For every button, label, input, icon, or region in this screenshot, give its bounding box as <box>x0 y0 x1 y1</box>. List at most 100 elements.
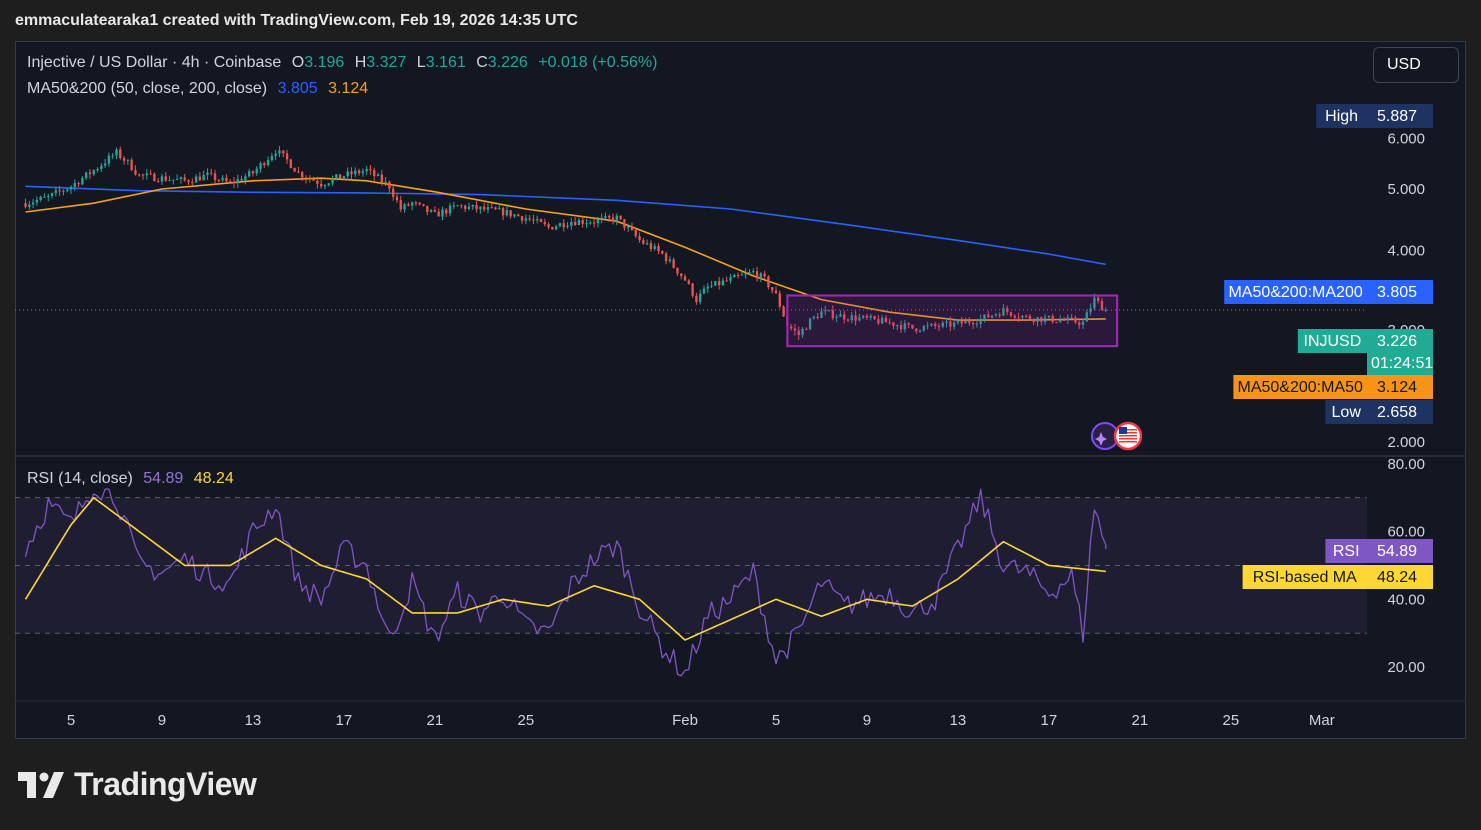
candle[interactable] <box>733 273 736 278</box>
candle[interactable] <box>869 313 872 321</box>
candle[interactable] <box>1009 311 1013 318</box>
candle[interactable] <box>1070 314 1073 319</box>
candle[interactable] <box>850 312 853 324</box>
symbol-title[interactable]: Injective / US Dollar · 4h · Coinbase <box>27 54 282 71</box>
candle[interactable] <box>672 257 675 269</box>
candle[interactable] <box>877 315 880 326</box>
candle[interactable] <box>96 167 99 173</box>
candle[interactable] <box>729 273 732 284</box>
candle[interactable] <box>767 275 770 290</box>
candle[interactable] <box>968 316 971 326</box>
candle[interactable] <box>915 328 918 334</box>
candle[interactable] <box>81 176 84 186</box>
candle[interactable] <box>217 178 220 183</box>
candle[interactable] <box>653 243 656 251</box>
candle[interactable] <box>316 176 319 189</box>
ma200-line[interactable] <box>25 185 1106 266</box>
candle[interactable] <box>873 315 876 321</box>
candle[interactable] <box>721 277 725 287</box>
candle[interactable] <box>304 175 308 184</box>
candle[interactable] <box>547 222 550 230</box>
candle[interactable] <box>157 178 160 183</box>
candle[interactable] <box>808 317 812 331</box>
candle[interactable] <box>84 172 88 180</box>
candle[interactable] <box>392 184 395 201</box>
candle[interactable] <box>839 310 842 317</box>
candle[interactable] <box>426 205 429 216</box>
candle[interactable] <box>187 179 190 185</box>
candle[interactable] <box>740 271 744 276</box>
candle[interactable] <box>111 153 114 160</box>
candle[interactable] <box>539 218 543 223</box>
candle[interactable] <box>752 268 755 275</box>
candle[interactable] <box>1021 315 1024 320</box>
candle[interactable] <box>581 216 584 228</box>
candle[interactable] <box>194 174 198 183</box>
candle[interactable] <box>160 173 164 186</box>
candle[interactable] <box>604 212 607 220</box>
candle[interactable] <box>441 206 444 221</box>
candle[interactable] <box>312 176 315 182</box>
candle[interactable] <box>69 185 73 195</box>
candle[interactable] <box>395 193 399 203</box>
candle[interactable] <box>282 150 285 158</box>
candle[interactable] <box>418 202 421 206</box>
candle[interactable] <box>259 161 262 173</box>
candle[interactable] <box>983 314 986 323</box>
candle[interactable] <box>73 179 76 192</box>
candle[interactable] <box>164 171 167 182</box>
candle[interactable] <box>778 290 781 309</box>
candle[interactable] <box>634 227 637 239</box>
candle[interactable] <box>172 179 175 185</box>
candle[interactable] <box>683 273 687 281</box>
candle[interactable] <box>926 321 929 330</box>
candle[interactable] <box>266 156 270 167</box>
candle[interactable] <box>717 276 721 290</box>
candle[interactable] <box>1097 295 1100 304</box>
candle[interactable] <box>232 176 236 189</box>
candle[interactable] <box>77 181 80 188</box>
candle[interactable] <box>384 176 387 186</box>
candle[interactable] <box>994 312 998 318</box>
candle[interactable] <box>327 183 330 187</box>
candle[interactable] <box>661 250 664 255</box>
candle[interactable] <box>884 315 888 323</box>
candle[interactable] <box>335 174 338 181</box>
candle[interactable] <box>1040 316 1043 326</box>
candle[interactable] <box>437 208 440 217</box>
candle[interactable] <box>649 240 653 252</box>
candle[interactable] <box>365 165 368 175</box>
candle[interactable] <box>175 174 179 180</box>
candle[interactable] <box>930 323 933 327</box>
candle[interactable] <box>1013 314 1016 321</box>
candle[interactable] <box>888 318 891 325</box>
candle[interactable] <box>517 213 520 217</box>
candle[interactable] <box>274 149 277 161</box>
candle[interactable] <box>687 279 690 286</box>
candle[interactable] <box>1028 313 1032 321</box>
candle[interactable] <box>331 175 334 186</box>
candle[interactable] <box>66 188 69 193</box>
candle[interactable] <box>168 175 171 182</box>
candle[interactable] <box>221 175 224 183</box>
candle[interactable] <box>62 189 65 196</box>
candle[interactable] <box>846 318 850 323</box>
candle[interactable] <box>827 309 831 312</box>
candle[interactable] <box>585 218 588 228</box>
candle[interactable] <box>509 210 512 219</box>
candle[interactable] <box>816 313 819 320</box>
candle[interactable] <box>149 169 152 176</box>
candle[interactable] <box>1036 316 1039 327</box>
candle[interactable] <box>990 315 994 319</box>
candle[interactable] <box>31 198 35 209</box>
candle[interactable] <box>403 202 406 213</box>
candle[interactable] <box>54 186 58 197</box>
candle[interactable] <box>975 319 979 328</box>
candle[interactable] <box>350 167 353 180</box>
candle[interactable] <box>58 185 61 196</box>
candle[interactable] <box>505 205 509 217</box>
candle[interactable] <box>240 175 243 182</box>
candle[interactable] <box>774 286 778 294</box>
candle[interactable] <box>903 320 907 333</box>
candle[interactable] <box>263 161 266 168</box>
